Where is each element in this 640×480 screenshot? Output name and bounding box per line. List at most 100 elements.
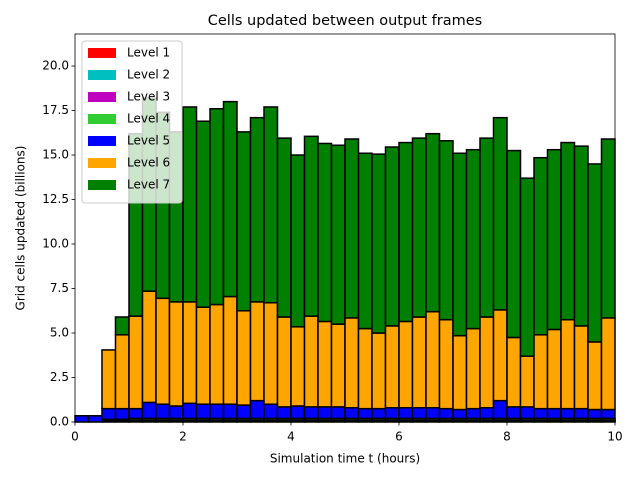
histogram-bar bbox=[236, 404, 252, 420]
histogram-bar bbox=[317, 406, 333, 420]
histogram-bar bbox=[87, 415, 103, 423]
histogram-bar bbox=[492, 399, 508, 420]
histogram-bar bbox=[398, 407, 414, 420]
histogram-bar bbox=[357, 407, 373, 420]
legend-swatch bbox=[88, 136, 116, 146]
histogram-bar bbox=[438, 140, 454, 321]
histogram-bar bbox=[222, 295, 238, 405]
histogram-bar bbox=[101, 349, 117, 410]
histogram-bar bbox=[276, 316, 292, 408]
histogram-bar bbox=[357, 152, 373, 330]
histogram-bar bbox=[600, 138, 616, 319]
histogram-bar bbox=[465, 327, 481, 410]
histogram-bar bbox=[155, 403, 171, 420]
histogram-bar bbox=[560, 318, 576, 410]
histogram-bar bbox=[182, 402, 198, 420]
histogram-bar bbox=[398, 141, 414, 323]
histogram-bar bbox=[330, 406, 346, 420]
histogram-bar bbox=[411, 137, 427, 318]
histogram-bar bbox=[411, 407, 427, 420]
histogram-bar bbox=[506, 406, 522, 420]
histogram-bar bbox=[533, 156, 549, 336]
histogram-bar bbox=[344, 317, 360, 409]
histogram-bar bbox=[222, 100, 238, 298]
legend-swatch bbox=[88, 158, 116, 168]
histogram-bar bbox=[182, 301, 198, 405]
histogram-bar bbox=[384, 407, 400, 420]
legend-label: Level 7 bbox=[127, 178, 170, 192]
histogram-bar bbox=[452, 408, 468, 420]
x-axis-label: Simulation time t (hours) bbox=[270, 452, 420, 466]
histogram-bar bbox=[600, 408, 616, 420]
histogram-bar bbox=[438, 407, 454, 420]
histogram-bar bbox=[317, 320, 333, 408]
x-tick-label: 0 bbox=[71, 430, 79, 444]
legend-swatch bbox=[88, 92, 116, 102]
histogram-bar bbox=[492, 116, 508, 311]
histogram-bar bbox=[249, 399, 265, 420]
histogram-bar bbox=[479, 137, 495, 318]
histogram-bar bbox=[222, 403, 238, 420]
histogram-bar bbox=[303, 135, 319, 317]
histogram-bar bbox=[209, 108, 225, 306]
histogram-bar bbox=[330, 144, 346, 325]
histogram-bar bbox=[155, 297, 171, 405]
histogram-bar bbox=[452, 152, 468, 337]
histogram-bar bbox=[128, 315, 144, 410]
histogram-bar bbox=[236, 310, 252, 406]
legend-label: Level 1 bbox=[127, 46, 170, 60]
histogram-bar bbox=[276, 406, 292, 420]
legend-label: Level 2 bbox=[127, 68, 170, 82]
legend-swatch bbox=[88, 114, 116, 124]
legend-swatch bbox=[88, 48, 116, 58]
histogram-bar bbox=[587, 163, 603, 343]
histogram-bar bbox=[411, 316, 427, 409]
legend-swatch bbox=[88, 70, 116, 80]
histogram-bar bbox=[303, 315, 319, 408]
histogram-bar bbox=[560, 141, 576, 321]
y-tick-label: 10.0 bbox=[42, 237, 69, 251]
y-tick-label: 2.5 bbox=[50, 370, 69, 384]
histogram-bar bbox=[141, 290, 157, 404]
histogram-bar bbox=[546, 407, 562, 420]
histogram-bar bbox=[573, 407, 589, 420]
histogram-bar bbox=[74, 415, 90, 423]
histogram-bar bbox=[452, 334, 468, 411]
histogram-bar bbox=[384, 325, 400, 409]
histogram-bar bbox=[519, 177, 535, 357]
histogram-bar bbox=[573, 145, 589, 327]
y-tick-label: 5.0 bbox=[50, 326, 69, 340]
axes-frame bbox=[74, 33, 616, 423]
y-tick-label: 7.5 bbox=[50, 281, 69, 295]
x-tick-label: 2 bbox=[179, 430, 187, 444]
legend-label: Level 4 bbox=[127, 112, 170, 126]
histogram-bar bbox=[114, 316, 130, 336]
histogram-bar bbox=[425, 407, 441, 420]
histogram-bar bbox=[600, 317, 616, 411]
x-tick-label: 6 bbox=[395, 430, 403, 444]
x-tick-label: 4 bbox=[287, 430, 295, 444]
histogram-bar bbox=[209, 403, 225, 420]
histogram-bar bbox=[560, 407, 576, 420]
histogram-bar bbox=[371, 407, 387, 420]
histogram-bar bbox=[344, 138, 360, 319]
histogram-bar bbox=[465, 148, 481, 330]
histogram-bar bbox=[479, 407, 495, 420]
histogram-bar bbox=[479, 316, 495, 409]
histogram-bar bbox=[573, 325, 589, 410]
histogram-bar bbox=[344, 407, 360, 420]
histogram-bar bbox=[249, 116, 265, 303]
y-tick-label: 12.5 bbox=[42, 192, 69, 206]
histogram-bar bbox=[195, 120, 211, 308]
chart-title: Cells updated between output frames bbox=[208, 13, 482, 29]
y-axis-label: Grid cells updated (billions) bbox=[14, 146, 28, 311]
histogram-bar bbox=[195, 306, 211, 405]
legend-label: Level 6 bbox=[127, 156, 170, 170]
histogram-bar bbox=[546, 148, 562, 331]
histogram-bar bbox=[263, 302, 279, 405]
histogram-bar bbox=[357, 327, 373, 410]
histogram-bar bbox=[276, 137, 292, 318]
histogram-bar bbox=[290, 154, 306, 328]
histogram-bar bbox=[519, 355, 535, 408]
